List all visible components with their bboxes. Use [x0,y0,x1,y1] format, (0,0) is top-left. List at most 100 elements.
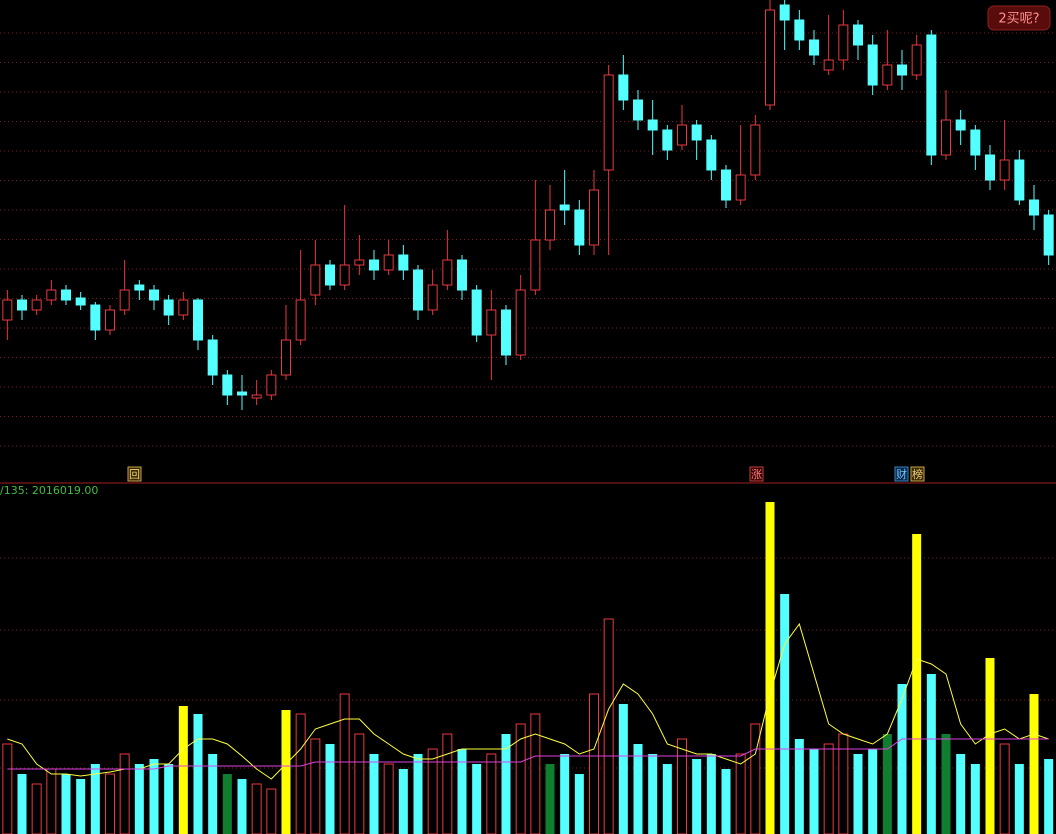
candle-body [46,289,57,301]
volume-bar [208,754,218,834]
candle-body [222,374,233,396]
volume-bar [530,713,541,834]
volume-bar [515,723,526,834]
marker: 涨 [751,468,762,481]
candle-body [266,374,277,396]
volume-bar [809,749,819,834]
candle-body [662,129,673,151]
candle-body [911,44,922,76]
candle-body [2,299,13,321]
volume-bar [868,749,878,834]
volume-bar [574,774,584,834]
volume-bar [90,764,100,834]
volume-bar [325,744,335,834]
candle-body [501,309,511,356]
candle-body [354,259,365,266]
candle-body [1043,214,1054,256]
volume-bar [618,704,628,834]
volume-bar [897,684,907,834]
candle-body [90,304,101,331]
volume-bar [1014,764,1024,834]
volume-bar [750,723,761,834]
candle-body [941,119,951,156]
volume-bar [354,733,365,834]
candle-body [369,259,379,271]
volume-label: /135: 2016019.00 [0,484,98,497]
candle-body [545,209,555,241]
candle-body [163,299,174,316]
volume-bar [823,743,834,834]
volume-bar [2,743,13,834]
volume-ma-line [7,738,1049,770]
candle-body [823,59,834,71]
candle-body [119,289,130,311]
candle-body [310,264,321,296]
volume-bar [662,764,672,834]
marker: 财 [896,467,907,481]
candle-body [251,394,262,399]
volume-bar [501,734,511,834]
volume-bar [589,693,599,834]
candle-body [193,299,203,341]
candle-body [1014,159,1025,201]
candle-body [706,139,717,171]
candle-body [413,269,423,311]
volume-bar [794,739,804,834]
volume-bar [61,774,71,834]
volume-bar [780,594,790,834]
candle-body [486,309,497,336]
volume-bar [457,749,467,834]
candle-body [281,339,291,376]
volume-bar [633,744,643,834]
volume-bar [926,674,936,834]
volume-bar [383,763,394,834]
volume-bar [281,710,291,834]
marker-box [910,466,925,482]
candle-body [647,119,658,131]
candle-body [75,297,86,306]
volume-bar [369,754,379,834]
volume-bar [472,764,482,834]
candle-body [897,64,907,76]
candle-body [765,9,775,106]
candle-body [471,289,482,336]
candle-body [134,284,145,291]
button[interactable] [987,5,1051,31]
candle-body [677,124,687,146]
volume-bar [237,779,247,834]
volume-bar [912,534,922,834]
volume-bar [956,754,966,834]
candle-body [442,259,453,286]
volume-bar [295,713,306,834]
volume-bar [882,734,892,834]
volume-bar [999,743,1010,834]
candle-body [237,391,247,396]
volume-bar [164,764,174,834]
marker-box [894,466,909,482]
candle-body [295,299,306,341]
candle-body [207,339,218,376]
volume-bar [735,753,746,834]
volume-bar [706,754,716,834]
candle-body [178,299,189,316]
button-label[interactable]: 2买呢? [998,12,1039,27]
candle-body [999,159,1010,181]
candle-body [809,39,819,56]
candle-body [574,209,585,246]
volume-bar [339,693,350,834]
candle-body [383,254,394,271]
volume-bar [105,773,115,834]
volume-bar [427,748,438,834]
volume-bar [266,788,277,834]
volume-bar [970,764,980,834]
candle-body [427,284,438,311]
volume-ma-line [7,622,1049,780]
candle-body [559,204,570,211]
volume-bar [648,754,658,834]
candle-body [515,289,526,356]
volume-bar [603,618,614,834]
marker-box [749,466,764,482]
candle-body [882,64,893,86]
candle-body [853,24,863,46]
